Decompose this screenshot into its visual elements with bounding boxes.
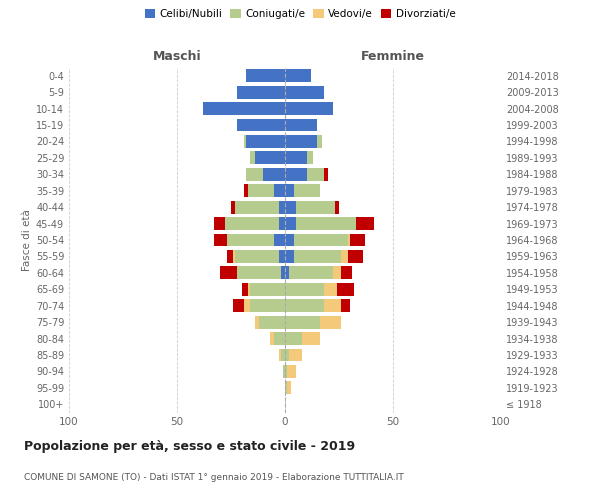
- Bar: [285, 266, 289, 280]
- Bar: [214, 234, 227, 246]
- Bar: [233, 250, 235, 263]
- Bar: [324, 300, 341, 312]
- Bar: [214, 217, 224, 230]
- Bar: [296, 217, 356, 230]
- Bar: [293, 234, 347, 246]
- Text: Femmine: Femmine: [361, 50, 425, 62]
- Bar: [341, 300, 350, 312]
- Bar: [347, 234, 350, 246]
- Bar: [244, 300, 250, 312]
- Bar: [238, 266, 281, 280]
- Bar: [233, 300, 244, 312]
- Bar: [281, 348, 285, 362]
- Bar: [248, 283, 250, 296]
- Bar: [278, 348, 281, 362]
- Bar: [244, 135, 246, 148]
- Bar: [235, 200, 278, 213]
- Bar: [274, 332, 285, 345]
- Bar: [270, 332, 274, 345]
- Bar: [285, 283, 324, 296]
- Bar: [307, 168, 324, 180]
- Bar: [220, 266, 238, 280]
- Bar: [285, 118, 317, 132]
- Bar: [341, 250, 347, 263]
- Bar: [335, 200, 339, 213]
- Bar: [296, 200, 335, 213]
- Bar: [341, 266, 352, 280]
- Bar: [356, 217, 374, 230]
- Bar: [324, 283, 337, 296]
- Bar: [278, 250, 285, 263]
- Bar: [293, 184, 320, 197]
- Bar: [250, 283, 285, 296]
- Bar: [246, 168, 263, 180]
- Bar: [246, 70, 285, 82]
- Bar: [307, 152, 313, 164]
- Bar: [248, 184, 274, 197]
- Bar: [317, 135, 322, 148]
- Bar: [285, 234, 293, 246]
- Bar: [285, 86, 324, 98]
- Y-axis label: Fasce di età: Fasce di età: [22, 209, 32, 271]
- Bar: [259, 316, 285, 328]
- Bar: [302, 332, 320, 345]
- Bar: [242, 283, 248, 296]
- Legend: Celibi/Nubili, Coniugati/e, Vedovi/e, Divorziati/e: Celibi/Nubili, Coniugati/e, Vedovi/e, Di…: [140, 5, 460, 24]
- Bar: [285, 102, 332, 115]
- Bar: [287, 365, 296, 378]
- Bar: [285, 300, 324, 312]
- Bar: [287, 382, 292, 394]
- Bar: [255, 316, 259, 328]
- Bar: [285, 316, 320, 328]
- Bar: [285, 70, 311, 82]
- Bar: [347, 250, 363, 263]
- Bar: [285, 250, 293, 263]
- Bar: [332, 266, 341, 280]
- Bar: [320, 316, 341, 328]
- Bar: [285, 348, 289, 362]
- Bar: [235, 250, 278, 263]
- Bar: [337, 283, 354, 296]
- Bar: [350, 234, 365, 246]
- Bar: [285, 332, 302, 345]
- Bar: [244, 184, 248, 197]
- Bar: [289, 348, 302, 362]
- Bar: [293, 250, 341, 263]
- Bar: [281, 266, 285, 280]
- Bar: [227, 250, 233, 263]
- Bar: [285, 168, 307, 180]
- Bar: [263, 168, 285, 180]
- Bar: [285, 217, 296, 230]
- Bar: [231, 200, 235, 213]
- Bar: [285, 200, 296, 213]
- Bar: [246, 135, 285, 148]
- Bar: [278, 200, 285, 213]
- Bar: [285, 382, 287, 394]
- Bar: [203, 102, 285, 115]
- Bar: [285, 184, 293, 197]
- Bar: [250, 300, 285, 312]
- Bar: [238, 118, 285, 132]
- Bar: [278, 217, 285, 230]
- Text: COMUNE DI SAMONE (TO) - Dati ISTAT 1° gennaio 2019 - Elaborazione TUTTITALIA.IT: COMUNE DI SAMONE (TO) - Dati ISTAT 1° ge…: [24, 473, 404, 482]
- Bar: [324, 168, 328, 180]
- Text: Popolazione per età, sesso e stato civile - 2019: Popolazione per età, sesso e stato civil…: [24, 440, 355, 453]
- Bar: [289, 266, 332, 280]
- Bar: [227, 234, 274, 246]
- Bar: [238, 86, 285, 98]
- Bar: [283, 365, 285, 378]
- Bar: [250, 152, 255, 164]
- Text: Maschi: Maschi: [152, 50, 202, 62]
- Bar: [224, 217, 278, 230]
- Bar: [285, 365, 287, 378]
- Bar: [285, 135, 317, 148]
- Bar: [274, 184, 285, 197]
- Bar: [274, 234, 285, 246]
- Bar: [285, 152, 307, 164]
- Bar: [255, 152, 285, 164]
